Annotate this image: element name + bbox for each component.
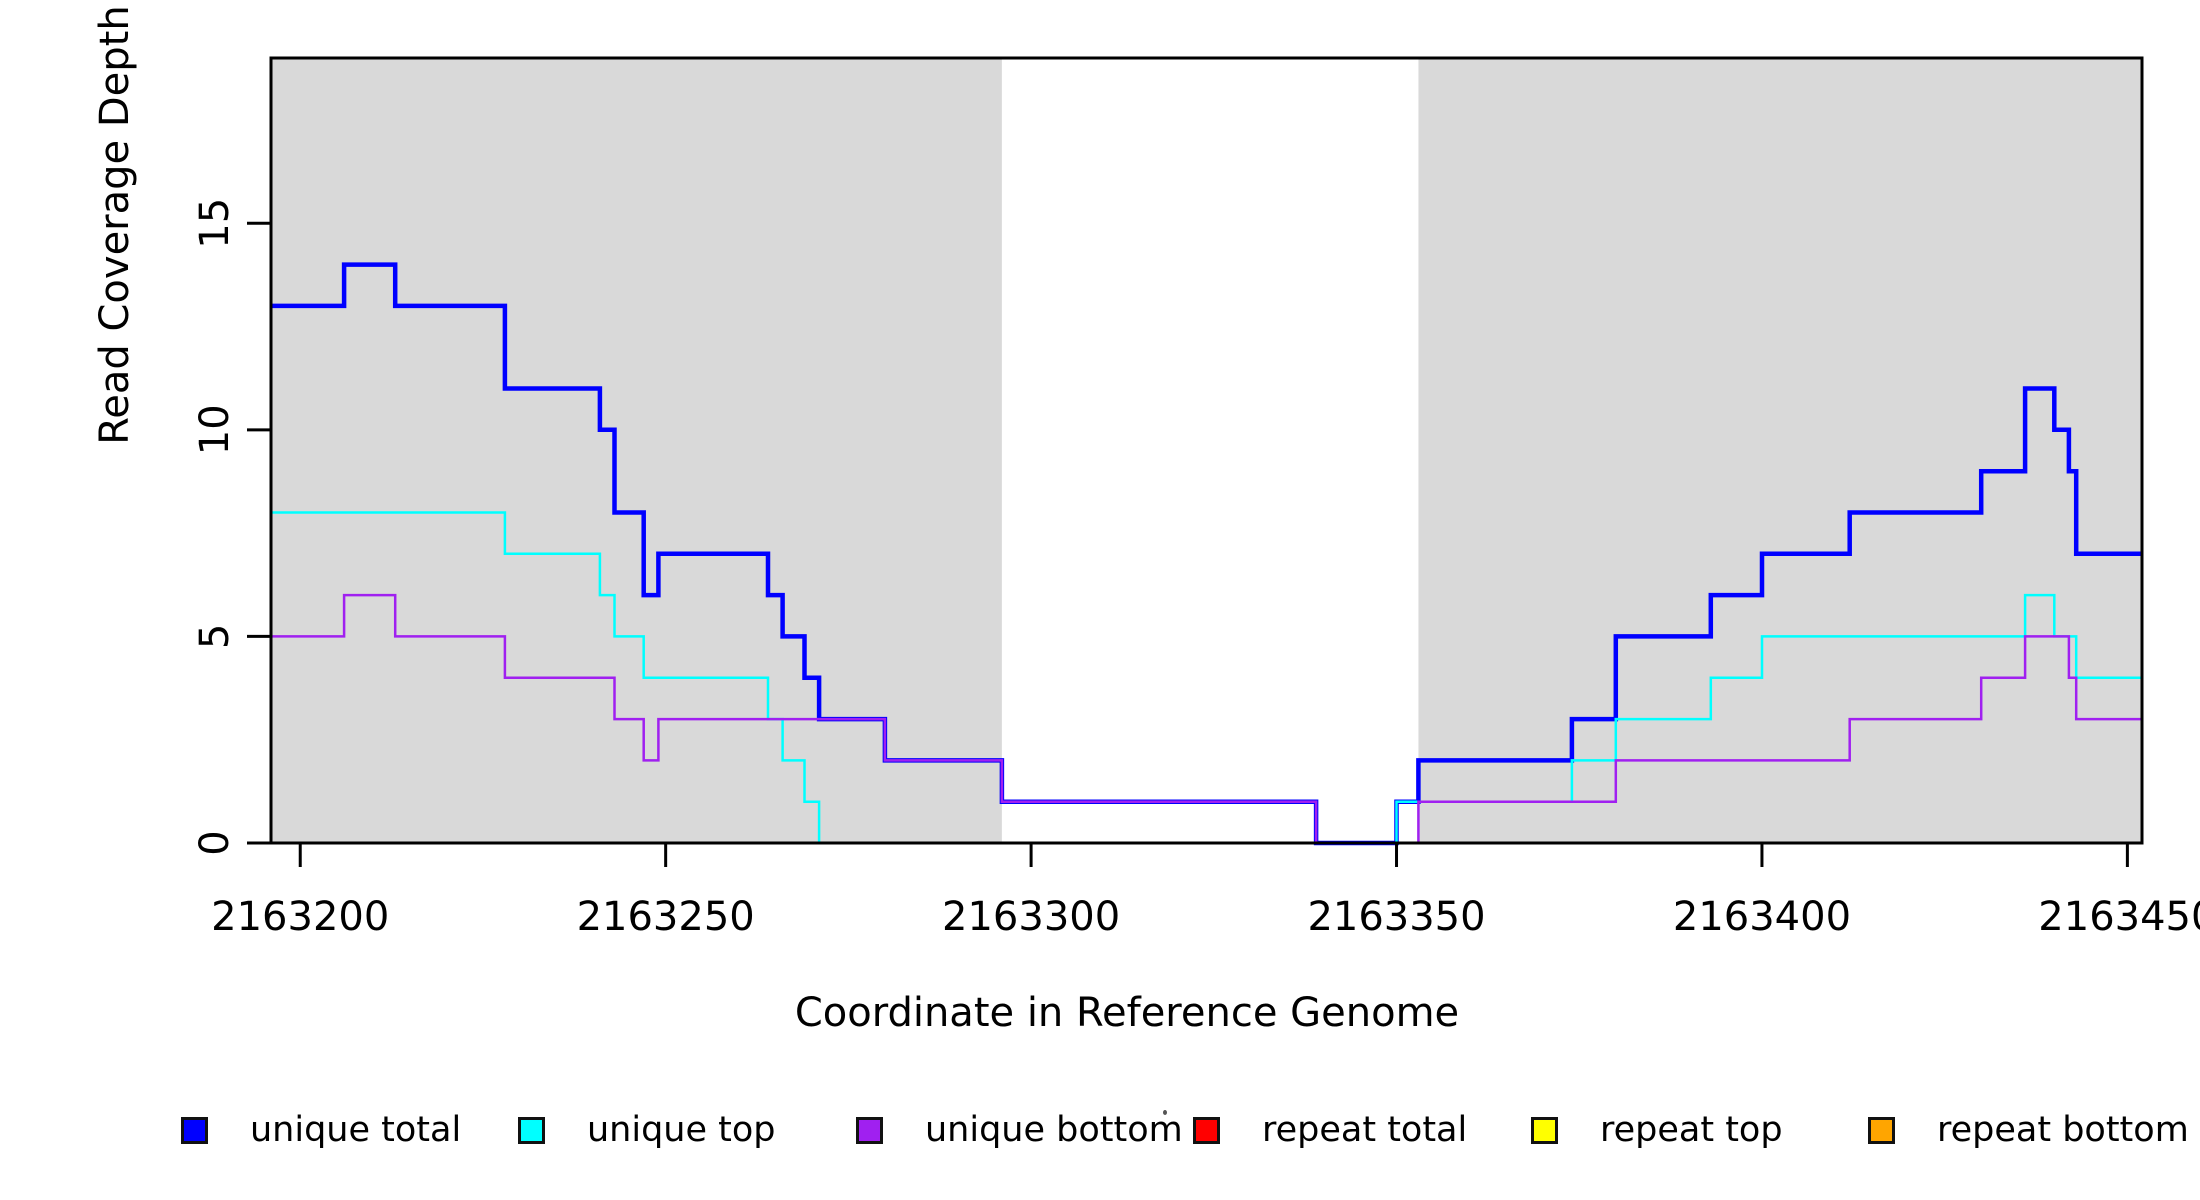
legend-entry-unique-total: unique total xyxy=(181,1108,461,1152)
x-tick-label-3: 2163350 xyxy=(1307,894,1485,940)
x-tick-label-4: 2163400 xyxy=(1673,894,1851,940)
stray-dot xyxy=(1163,1110,1167,1115)
y-tick-label-2: 10 xyxy=(192,404,238,455)
legend-swatch-repeat-total xyxy=(1193,1116,1220,1144)
legend-label: repeat bottom xyxy=(1937,1110,2189,1150)
x-tick-label-2: 2163300 xyxy=(942,894,1120,940)
legend-entry-repeat-top: repeat top xyxy=(1531,1108,1783,1152)
legend-label: repeat top xyxy=(1600,1110,1783,1150)
series-unique-bottom xyxy=(271,593,2142,845)
x-tick-label-0: 2163200 xyxy=(211,894,389,940)
legend-swatch-repeat-top xyxy=(1531,1116,1558,1144)
y-tick-label-1: 5 xyxy=(192,624,238,649)
legend-label: unique top xyxy=(587,1110,776,1150)
shaded-region-0 xyxy=(271,58,1002,843)
x-axis-title: Coordinate in Reference Genome xyxy=(794,990,1460,1036)
legend-entry-unique-bottom: unique bottom xyxy=(856,1108,1183,1152)
legend-label: unique total xyxy=(250,1110,462,1150)
legend-swatch-repeat-bottom xyxy=(1868,1116,1895,1144)
legend-label: repeat total xyxy=(1262,1110,1468,1150)
plot-border xyxy=(269,56,2144,845)
legend-label: unique bottom xyxy=(925,1110,1183,1150)
legend-entry-repeat-bottom: repeat bottom xyxy=(1868,1108,2189,1152)
x-tick-label-1: 2163250 xyxy=(577,894,755,940)
y-tick-label-0: 0 xyxy=(192,830,238,855)
legend-entry-unique-top: unique top xyxy=(518,1108,776,1152)
y-axis-title: Read Coverage Depth xyxy=(92,5,138,445)
legend-swatch-unique-bottom xyxy=(856,1116,883,1144)
y-tick-label-3: 15 xyxy=(192,198,238,249)
legend: unique total unique top unique bottom repea… xyxy=(0,1108,2200,1158)
legend-swatch-unique-top xyxy=(518,1116,545,1144)
legend-swatch-unique-total xyxy=(181,1116,208,1144)
x-tick-label-5: 2163450 xyxy=(2038,894,2200,940)
legend-entry-repeat-total: repeat total xyxy=(1193,1108,1467,1152)
shaded-region-1 xyxy=(1418,58,2142,843)
